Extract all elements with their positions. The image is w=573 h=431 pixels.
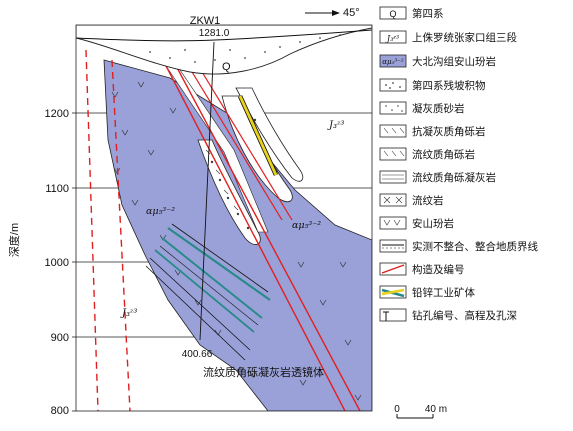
label-j3-upper: J₃ᶻ³: [327, 120, 344, 131]
legend-label-fault: 构造及编号: [412, 263, 465, 276]
legend-symbol-q: Q: [389, 9, 396, 19]
legend-swatch-tuffaceous-sandstone: [379, 101, 407, 115]
label-alpha-left: αμ₅³⁻²: [146, 206, 175, 217]
legend-symbol-alpha: αμ₅³⁻²: [382, 58, 404, 66]
legend-label-zhangjiakou: 上侏罗统张家口组三段: [412, 31, 517, 44]
azimuth-arrow: 45°: [305, 7, 360, 19]
legend-swatch-tuff-breccia: [379, 124, 407, 138]
legend-label-andesite-porphyry: 大北沟组安山玢岩: [412, 55, 496, 68]
legend-swatch-zhangjiakou: [379, 30, 407, 44]
tick-label-1200: 1200: [45, 108, 69, 120]
label-quaternary: Q: [222, 61, 231, 73]
azimuth-label: 45°: [343, 7, 360, 19]
legend-label-drillhole: 钻孔编号、高程及孔深: [412, 309, 517, 322]
legend-swatch-quaternary: [379, 6, 407, 20]
scale-zero: 0: [394, 404, 400, 415]
drill-hole-depth: 400.66: [182, 349, 213, 360]
legend-swatch-boundary: [379, 239, 407, 253]
quaternary-dots: [149, 34, 341, 63]
section-body: [76, 25, 372, 411]
tick-label-1000: 1000: [45, 257, 69, 269]
legend-swatch-rhyolitic-breccia-tuff: [379, 170, 407, 184]
quaternary-cover: [76, 25, 372, 75]
legend-label-orebody: 铅锌工业矿体: [412, 286, 475, 299]
ground-surface: [76, 29, 372, 42]
legend-swatch-residual-deposit: [379, 78, 407, 92]
drill-hole-elevation: 1281.0: [199, 28, 230, 39]
legend-swatch-drillhole: [379, 308, 407, 322]
tick-label-1100: 1100: [45, 183, 69, 195]
drill-hole-name: ZKW1: [190, 15, 221, 27]
legend-label-andesite: 安山玢岩: [412, 217, 454, 230]
label-lens-caption: 流纹质角砾凝灰岩透镜体: [203, 365, 324, 379]
legend-symbols: Q J₃ᶻ³ αμ₅³⁻²: [381, 9, 405, 321]
plot-frame: [75, 24, 373, 412]
scale-max: 40 m: [425, 404, 447, 415]
tick-label-800: 800: [51, 405, 69, 417]
upper-tongue-b: [235, 87, 304, 182]
legend-label-rhyolite: 流纹岩: [412, 194, 444, 207]
legend: Q J₃ᶻ³ αμ₅³⁻² 第四系 上侏罗统张家口组三段: [379, 6, 538, 322]
legend-label-rhyolitic-breccia: 流纹质角砾岩: [412, 148, 475, 161]
legend-swatch-rhyolite: [379, 193, 407, 207]
y-axis-label: 深度/m: [7, 223, 21, 257]
legend-label-tuff-breccia: 抗凝灰质角砾岩: [412, 125, 486, 138]
tick-label-900: 900: [51, 332, 69, 344]
scale-bar: 0 40 m: [394, 404, 447, 419]
legend-label-boundary: 实测不整合、整合地质界线: [412, 240, 538, 253]
legend-label-tuffaceous-sandstone: 凝灰质砂岩: [412, 102, 465, 115]
legend-swatch-andesite-porphyry: [379, 54, 407, 68]
drill-hole-trace: [199, 41, 215, 341]
legend-label-rhyolitic-breccia-tuff: 流纹质角砾凝灰岩: [412, 171, 496, 184]
legend-label-quaternary: 第四系: [412, 7, 444, 20]
legend-swatch-andesite: [379, 216, 407, 230]
ore-bodies: [145, 95, 279, 361]
label-alpha-right: αμ₅³⁻²: [292, 220, 321, 231]
label-j3-lower: J₃ᶻ³: [120, 308, 137, 319]
legend-symbol-j3: J₃ᶻ³: [385, 34, 399, 43]
legend-label-residual-deposit: 第四系残坡积物: [412, 79, 486, 92]
y-axis: 1200 1100 1000 900 800 深度/m: [7, 108, 76, 417]
legend-swatch-rhyolitic-breccia: [379, 147, 407, 161]
